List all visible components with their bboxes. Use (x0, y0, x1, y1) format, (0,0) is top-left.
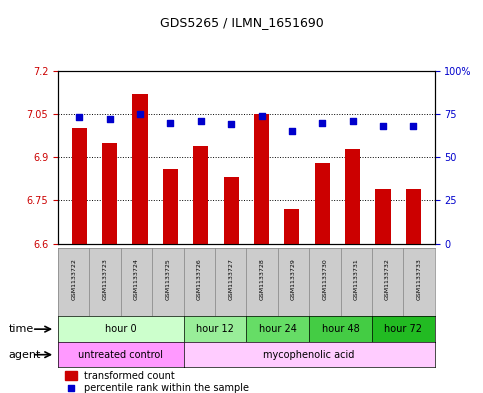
Text: hour 48: hour 48 (322, 324, 359, 334)
Bar (193, 146, 208, 244)
Point (136, 111, 144, 117)
Bar (66, 371, 77, 380)
Point (379, 123, 387, 129)
Text: GSM1133731: GSM1133731 (354, 258, 359, 299)
Point (410, 123, 417, 129)
Text: GSM1133723: GSM1133723 (102, 258, 108, 300)
Bar (406, 189, 421, 244)
Text: GSM1133730: GSM1133730 (322, 258, 327, 299)
Text: GSM1133722: GSM1133722 (71, 258, 76, 300)
Bar (71, 129, 87, 244)
Bar (102, 143, 117, 244)
Bar (132, 94, 148, 244)
Bar (315, 163, 330, 244)
Text: GSM1133733: GSM1133733 (416, 258, 422, 300)
Text: GSM1133727: GSM1133727 (228, 258, 233, 300)
Point (75, 114, 83, 121)
Bar (254, 114, 269, 244)
Text: percentile rank within the sample: percentile rank within the sample (85, 383, 249, 393)
Point (318, 119, 326, 126)
Text: GSM1133725: GSM1133725 (165, 258, 170, 299)
Text: transformed count: transformed count (85, 371, 175, 381)
Text: hour 24: hour 24 (259, 324, 297, 334)
Point (349, 118, 356, 124)
Point (167, 119, 174, 126)
Bar (284, 209, 299, 244)
Text: untreated control: untreated control (78, 350, 163, 360)
Text: GSM1133729: GSM1133729 (291, 258, 296, 300)
Text: GSM1133728: GSM1133728 (259, 258, 265, 299)
Text: time: time (9, 324, 34, 334)
Text: mycophenolic acid: mycophenolic acid (263, 350, 355, 360)
Point (106, 116, 114, 122)
Bar (345, 149, 360, 244)
Text: hour 72: hour 72 (384, 324, 422, 334)
Point (197, 118, 205, 124)
Text: GSM1133724: GSM1133724 (134, 258, 139, 300)
Point (227, 121, 235, 127)
Text: GSM1133726: GSM1133726 (197, 258, 202, 299)
Point (67, 385, 75, 391)
Bar (375, 189, 391, 244)
Point (288, 128, 296, 134)
Text: GSM1133732: GSM1133732 (385, 258, 390, 300)
Text: hour 12: hour 12 (196, 324, 234, 334)
Text: hour 0: hour 0 (105, 324, 137, 334)
Bar (163, 169, 178, 244)
Point (257, 112, 265, 119)
Text: GDS5265 / ILMN_1651690: GDS5265 / ILMN_1651690 (159, 16, 324, 29)
Text: agent: agent (9, 350, 41, 360)
Bar (224, 177, 239, 244)
